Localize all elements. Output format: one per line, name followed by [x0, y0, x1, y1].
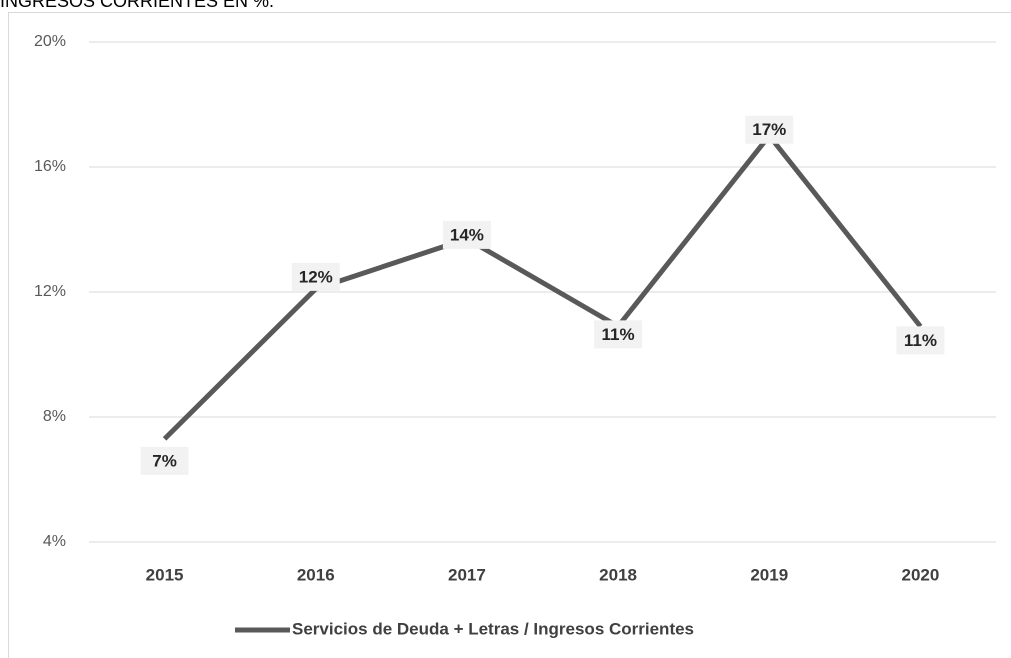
legend-label: Servicios de Deuda + Letras / Ingresos C… [292, 619, 694, 638]
y-tick-label: 20% [34, 33, 66, 50]
value-label: 12% [299, 267, 333, 286]
value-label-box [291, 262, 340, 291]
value-label-box [442, 220, 491, 249]
x-tick-label: 2016 [297, 565, 335, 584]
line [162, 133, 923, 441]
x-tick-label: 2019 [750, 565, 788, 584]
y-tick-label: 4% [43, 533, 66, 550]
value-label: 14% [450, 225, 484, 244]
x-tick-label: 2017 [448, 565, 486, 584]
y-tick-label: 8% [43, 408, 66, 425]
x-tick-label: 2015 [146, 565, 184, 584]
value-label-box [745, 115, 794, 144]
value-label: 17% [752, 120, 786, 139]
chart-title: INGRESOS CORRIENTES EN %. [0, 0, 274, 11]
value-label-box [896, 326, 945, 355]
x-tick-label: 2020 [902, 565, 940, 584]
value-label: 11% [602, 325, 635, 344]
y-tick-label: 12% [34, 283, 66, 300]
value-label-box [594, 320, 643, 349]
x-tick-label: 2018 [599, 565, 637, 584]
value-label: 11% [904, 331, 937, 350]
value-label-box [140, 446, 189, 475]
value-label: 7% [152, 451, 177, 470]
y-tick-label: 16% [34, 158, 66, 175]
chart-frame [8, 12, 1011, 658]
